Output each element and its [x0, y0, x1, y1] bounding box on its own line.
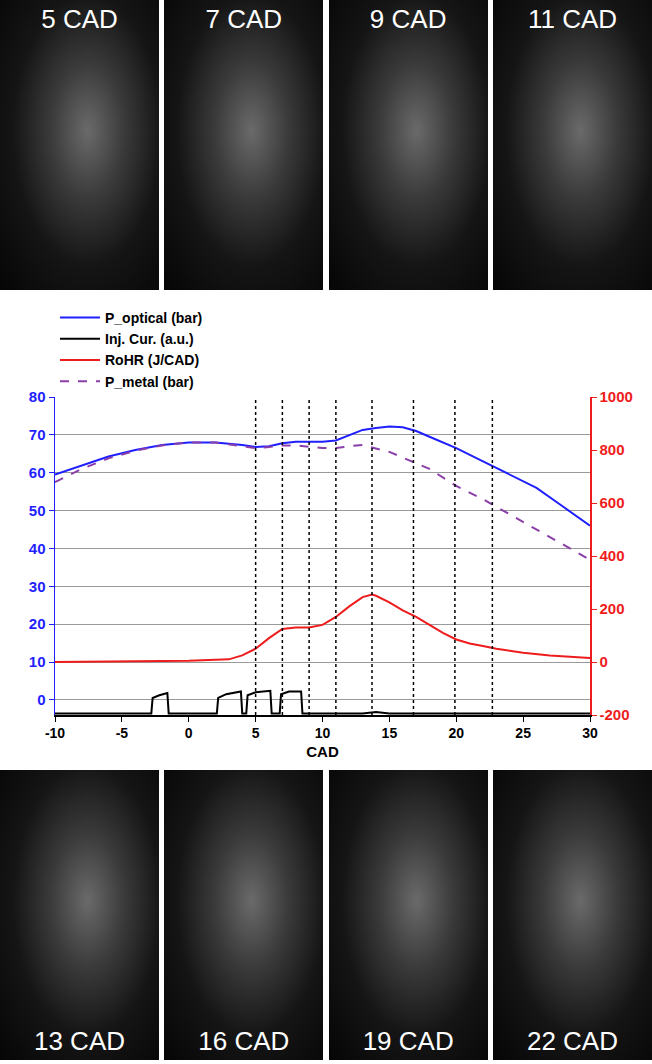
svg-text:CAD: CAD — [306, 743, 339, 760]
svg-text:0: 0 — [185, 725, 193, 741]
svg-text:70: 70 — [29, 426, 46, 443]
html-text:13 CAD: 13 CAD — [34, 1026, 125, 1056]
svg-text:15: 15 — [382, 725, 398, 741]
svg-text:P_optical (bar): P_optical (bar) — [105, 310, 202, 326]
svg-text:0: 0 — [600, 653, 608, 670]
svg-text:30: 30 — [29, 578, 46, 595]
html-text:19 CAD: 19 CAD — [362, 1026, 454, 1056]
svg-text:0: 0 — [37, 691, 45, 708]
svg-text:20: 20 — [29, 615, 46, 632]
svg-text:200: 200 — [600, 600, 625, 617]
svg-text:-10: -10 — [45, 725, 65, 741]
svg-text:80: 80 — [29, 388, 46, 405]
svg-text:400: 400 — [600, 547, 625, 564]
svg-text:P_metal (bar): P_metal (bar) — [105, 374, 194, 390]
svg-text:60: 60 — [29, 464, 46, 481]
html-text:9 CAD: 9 CAD — [369, 4, 447, 34]
svg-text:5: 5 — [252, 725, 260, 741]
svg-text:800: 800 — [600, 441, 625, 458]
svg-text:Inj. Cur. (a.u.): Inj. Cur. (a.u.) — [105, 331, 194, 347]
svg-text:30: 30 — [582, 725, 598, 741]
svg-text:1000: 1000 — [600, 388, 633, 405]
html-text:11 CAD: 11 CAD — [527, 4, 617, 34]
html-text:5 CAD: 5 CAD — [41, 4, 118, 34]
svg-text:20: 20 — [448, 725, 464, 741]
svg-text:-200: -200 — [600, 706, 630, 723]
svg-text:50: 50 — [29, 502, 46, 519]
svg-text:25: 25 — [515, 725, 531, 741]
svg-text:10: 10 — [315, 725, 331, 741]
html-text:7 CAD: 7 CAD — [205, 4, 283, 34]
svg-text:-5: -5 — [116, 725, 129, 741]
html-text:16 CAD: 16 CAD — [198, 1026, 290, 1056]
svg-text:600: 600 — [600, 494, 625, 511]
svg-text:40: 40 — [29, 540, 46, 557]
html-text:22 CAD: 22 CAD — [527, 1026, 618, 1056]
svg-text:10: 10 — [29, 653, 46, 670]
svg-text:RoHR (J/CAD): RoHR (J/CAD) — [105, 352, 199, 368]
